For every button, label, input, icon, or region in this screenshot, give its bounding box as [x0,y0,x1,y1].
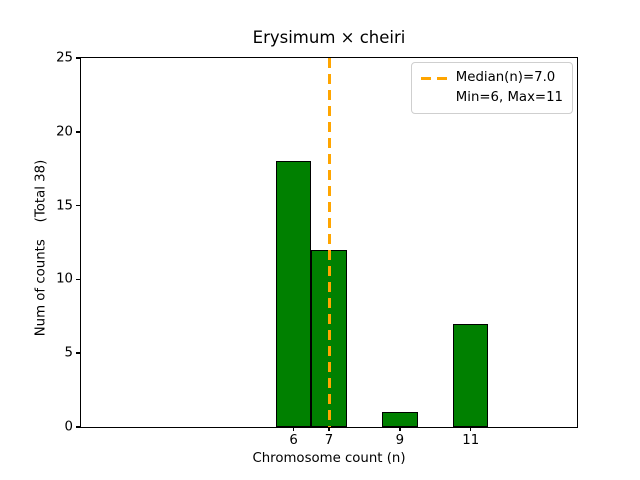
legend-label: Min=6, Max=11 [455,90,563,105]
legend: Median(n)=7.0 Min=6, Max=11 [410,62,573,114]
legend-entry: Median(n)=7.0 [420,68,563,88]
legend-handle-empty [421,97,447,100]
y-tick-mark [75,204,80,207]
y-axis-label-text: Num of counts (Total 38) [33,159,49,337]
x-tick-label: 11 [462,433,480,448]
bar-n9 [382,412,418,427]
x-tick-mark [399,427,401,431]
y-tick-label: 15 [56,197,73,213]
y-tick-mark [75,278,80,281]
plot-area: Median(n)=7.0 Min=6, Max=11 6 7 9 11 0 5 10 15 20… [56,51,578,447]
legend-label: Median(n)=7.0 [455,70,556,85]
y-tick-mark [75,131,80,133]
median-dashed-line-icon [420,76,447,80]
chart-title: Erysimum × cheiri [252,28,406,47]
y-tick-mark [75,352,80,354]
y-tick-label: 20 [56,124,73,140]
y-tick-label: 5 [64,345,73,361]
x-axis-label: Chromosome count (n) [252,451,406,466]
legend-entry: Min=6, Max=11 [421,88,563,108]
median-line [327,58,331,427]
x-tick-mark [328,427,330,431]
bar-n11 [453,323,489,427]
x-tick-label: 7 [324,433,334,448]
x-tick-label: 6 [289,433,298,448]
y-tick-mark [75,57,80,59]
x-tick-mark [292,427,295,431]
x-tick-label: 9 [395,433,405,448]
y-tick-label: 25 [56,50,73,66]
bar-n6 [275,161,312,427]
y-tick-label: 0 [64,419,73,435]
x-tick-mark [469,427,472,431]
y-tick-label: 10 [56,271,73,287]
y-tick-mark [75,426,80,428]
